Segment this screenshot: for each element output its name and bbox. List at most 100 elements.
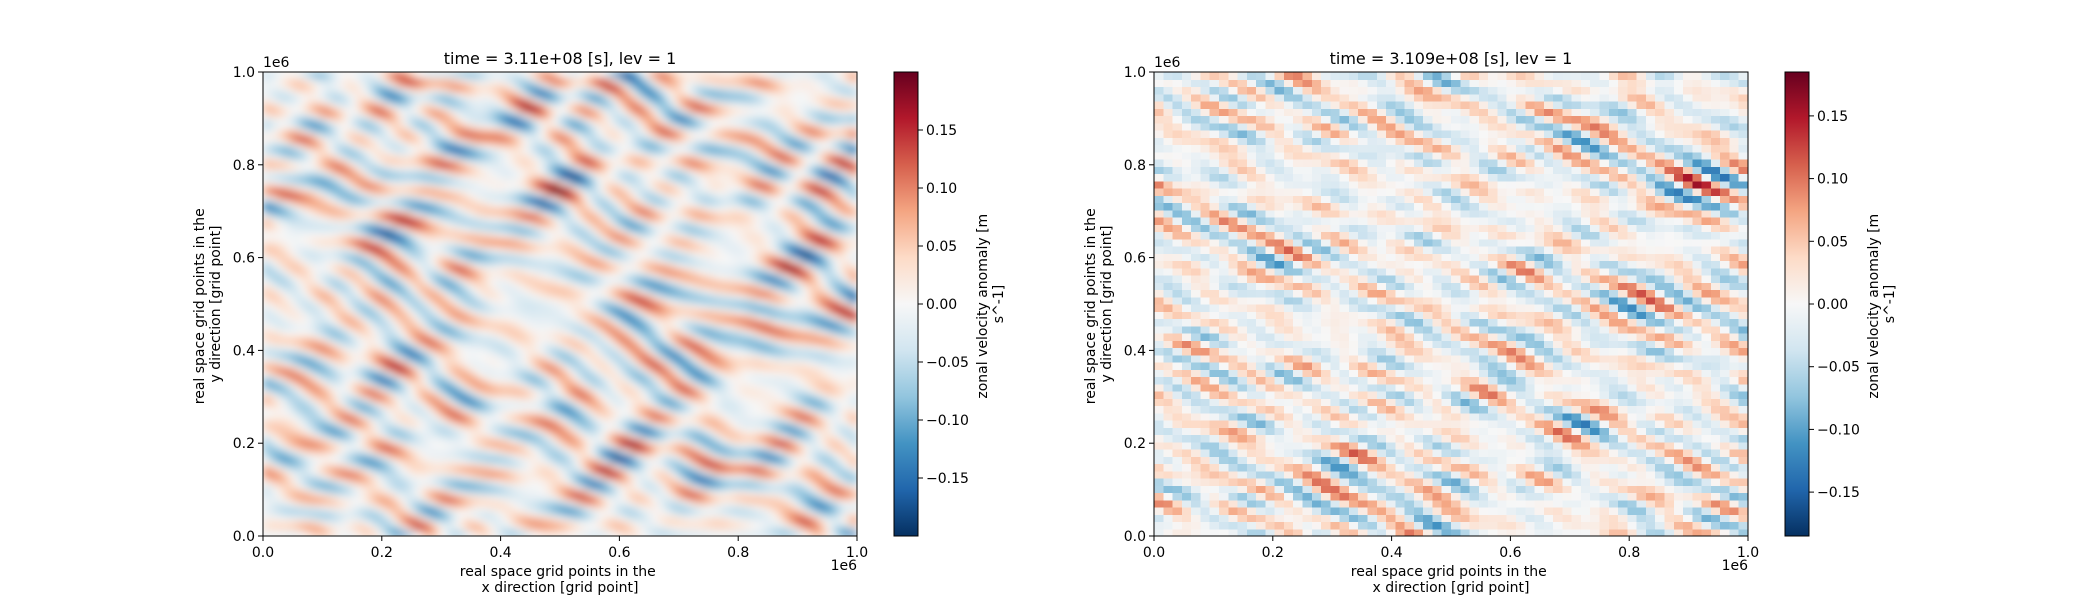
heatmap-cell [365,417,372,424]
heatmap-cell [462,530,469,536]
heatmap-cell [538,484,545,491]
heatmap-cell [506,376,512,382]
heatmap-cell [700,386,707,393]
heatmap-cell [344,510,350,516]
heatmap-cell [268,479,275,486]
heatmap-cell [830,474,836,480]
heatmap-cell [603,422,610,429]
heatmap-cell [608,360,615,367]
heatmap-cell [489,474,496,480]
heatmap-cell [743,448,750,455]
heatmap-cell [641,417,647,424]
heatmap-cell [608,505,615,511]
heatmap-cell [592,468,599,475]
heatmap-cell [808,360,815,367]
heatmap-cell [479,494,485,501]
heatmap-cell [500,479,507,486]
heatmap-cell [808,479,815,486]
heatmap-cell [592,334,599,341]
heatmap-cell [759,489,766,496]
heatmap-cell [759,355,766,362]
heatmap-cell [511,329,518,336]
heatmap-cell [392,309,399,315]
heatmap-cell [614,360,620,367]
heatmap-cell [819,396,826,403]
heatmap-cell [749,365,755,372]
heatmap-cell [749,412,755,419]
heatmap-cell [457,515,464,522]
heatmap-cell [576,427,583,434]
heatmap-cell [538,474,545,480]
heatmap-cell [587,417,593,424]
heatmap-cell [533,319,539,326]
heatmap-cell [554,329,561,336]
heatmap-cell [635,386,642,393]
heatmap-cell [668,314,674,321]
heatmap-cell [533,309,539,315]
heatmap-cell [597,396,604,403]
heatmap-cell [403,438,410,444]
heatmap-cell [295,515,302,522]
heatmap-cell [624,427,631,434]
heatmap-cell [770,329,777,336]
heatmap-cell [360,505,367,511]
heatmap-cell [808,494,815,501]
heatmap-cell [435,438,442,444]
heatmap-cell [279,365,286,372]
heatmap-cell [765,304,772,310]
heatmap-cell [500,453,507,460]
heatmap-cell [371,458,377,465]
heatmap-cell [813,427,820,434]
heatmap-cell [425,448,431,455]
heatmap-cell [630,530,637,536]
heatmap-cell [533,329,539,336]
heatmap-cell [468,479,475,486]
heatmap-cell [360,458,367,465]
heatmap-cell [495,324,502,331]
heatmap-cell [495,510,502,516]
heatmap-cell [446,365,453,372]
heatmap-cell [651,350,658,357]
heatmap-cell [624,520,631,527]
heatmap-cell [711,479,718,486]
heatmap-cell [522,360,529,367]
heatmap-cell [457,474,464,480]
heatmap-cell [354,515,361,522]
heatmap-cell [479,432,485,439]
heatmap-cell [851,350,857,357]
heatmap-cell [603,396,610,403]
heatmap-cell [268,401,275,408]
heatmap-cell [705,443,712,449]
heatmap-cell [635,422,642,429]
heatmap-cell [387,391,394,398]
heatmap-cell [851,391,857,398]
heatmap-cell [327,479,334,486]
heatmap-cell [705,376,712,382]
heatmap-cell [668,345,674,351]
heatmap-cell [403,298,410,305]
heatmap-cell [840,505,847,511]
heatmap-cell [538,324,545,331]
heatmap-cell [657,371,664,377]
heatmap-cell [495,365,502,372]
heatmap-cell [533,448,539,455]
heatmap-cell [592,304,599,310]
heatmap-cell [662,525,669,532]
heatmap-cell [570,334,577,341]
heatmap-cell [349,371,356,377]
heatmap-cell [414,520,421,527]
heatmap-cell [727,381,734,388]
heatmap-cell [344,515,350,522]
heatmap-cell [284,515,291,522]
heatmap-cell [522,489,529,496]
heatmap-cell [635,381,642,388]
heatmap-cell [646,329,653,336]
heatmap-cell [322,365,329,372]
heatmap-cell [597,319,604,326]
heatmap-cell [473,515,480,522]
heatmap-cell [446,525,453,532]
heatmap-cell [754,458,761,465]
heatmap-cell [722,350,728,357]
heatmap-cell [765,484,772,491]
heatmap-cell [263,520,269,527]
